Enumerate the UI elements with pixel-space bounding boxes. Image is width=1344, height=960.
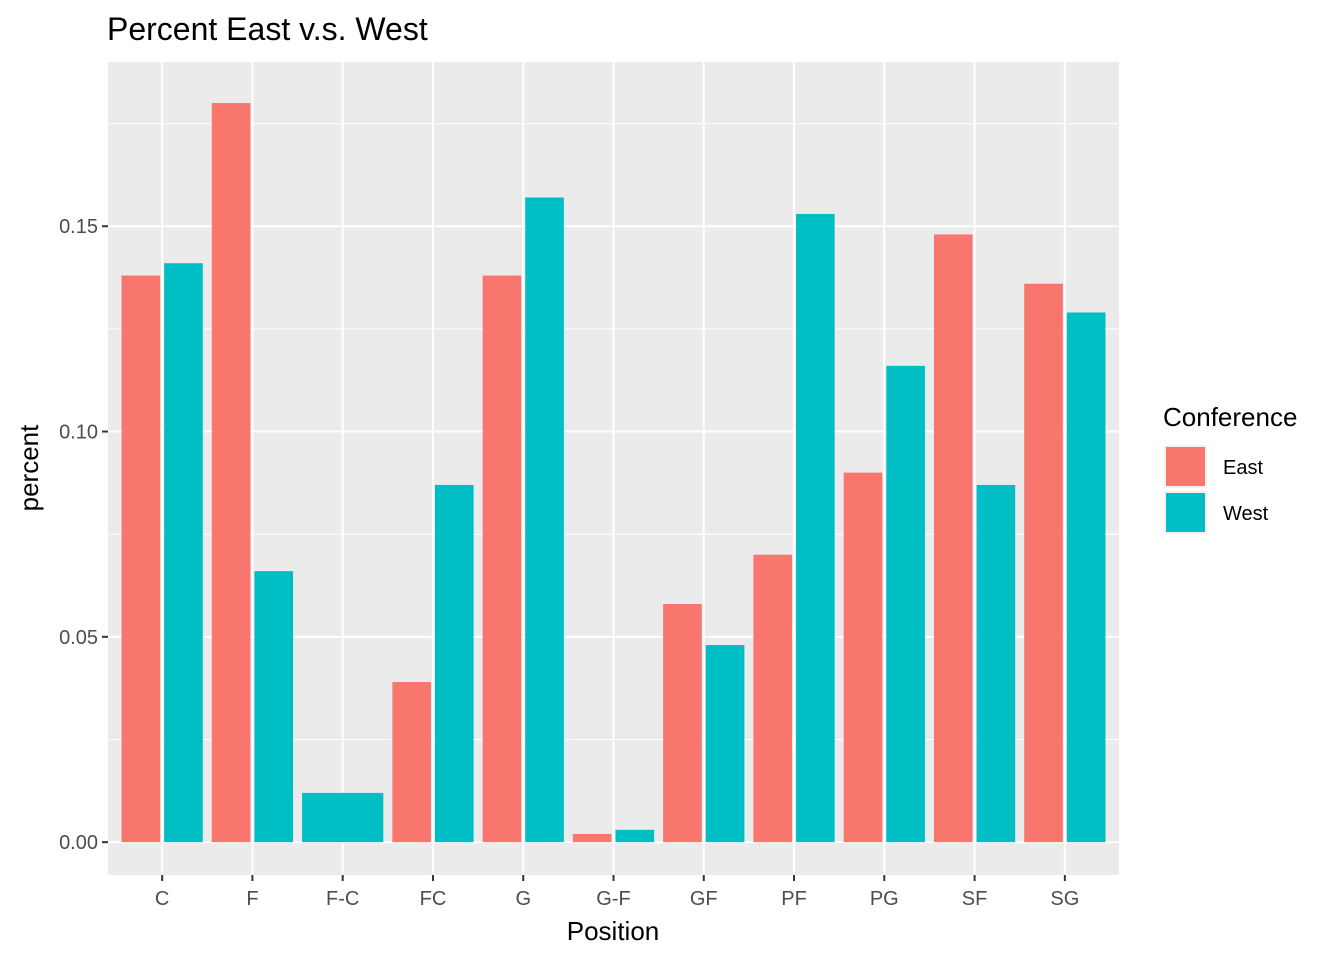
legend-swatch-west — [1166, 493, 1205, 532]
bar-east-f — [211, 103, 251, 843]
bar-east-sf — [933, 234, 973, 843]
x-tick-label: GF — [690, 888, 718, 910]
legend: Conference East West — [1163, 402, 1297, 534]
y-tick-label: 0.00 — [59, 832, 98, 854]
legend-swatch-east — [1166, 447, 1205, 486]
x-tick-label: PF — [781, 888, 807, 910]
bar-west-c — [164, 263, 203, 843]
legend-label-west: West — [1223, 503, 1269, 525]
x-tick-label: F-C — [326, 888, 359, 910]
bar-west-g-f — [615, 829, 655, 843]
x-tick-label: F — [246, 888, 258, 910]
x-tick-label: SG — [1050, 888, 1079, 910]
chart-title: Percent East v.s. West — [107, 11, 428, 47]
bar-west-f — [254, 571, 294, 843]
y-tick-label: 0.15 — [59, 216, 98, 238]
bar-west-pg — [886, 365, 925, 843]
y-tick-label: 0.05 — [59, 627, 98, 649]
legend-label-east: East — [1223, 457, 1263, 479]
bar-west-fc — [434, 484, 474, 843]
x-tick-label: G-F — [596, 888, 630, 910]
bar-west-f-c — [302, 792, 384, 843]
x-tick-label: SF — [962, 888, 988, 910]
bar-east-fc — [392, 682, 431, 843]
bars — [121, 103, 1106, 843]
bar-east-sg — [1024, 283, 1063, 843]
x-axis-ticks: C F F-C FC G G-F GF PF PG SF SG — [155, 875, 1079, 910]
bar-west-gf — [705, 645, 745, 843]
bar-east-g-f — [572, 833, 612, 843]
bar-west-pf — [796, 213, 835, 843]
bar-west-sg — [1066, 312, 1106, 843]
bar-east-pg — [843, 472, 883, 843]
y-axis-title: percent — [14, 424, 44, 511]
major-gridlines — [108, 62, 1119, 875]
bar-east-gf — [663, 604, 702, 843]
x-tick-label: G — [515, 888, 531, 910]
x-axis-title: Position — [567, 916, 660, 946]
bar-west-sf — [976, 484, 1016, 843]
bar-east-pf — [753, 554, 793, 843]
x-tick-label: FC — [420, 888, 447, 910]
bar-east-c — [121, 275, 161, 843]
x-tick-label: C — [155, 888, 169, 910]
bar-east-g — [482, 275, 522, 843]
legend-title: Conference — [1163, 402, 1297, 432]
y-axis-ticks: 0.00 0.05 0.10 0.15 — [59, 216, 108, 854]
y-tick-label: 0.10 — [59, 422, 98, 444]
bar-west-g — [525, 197, 564, 843]
x-tick-label: PG — [870, 888, 899, 910]
